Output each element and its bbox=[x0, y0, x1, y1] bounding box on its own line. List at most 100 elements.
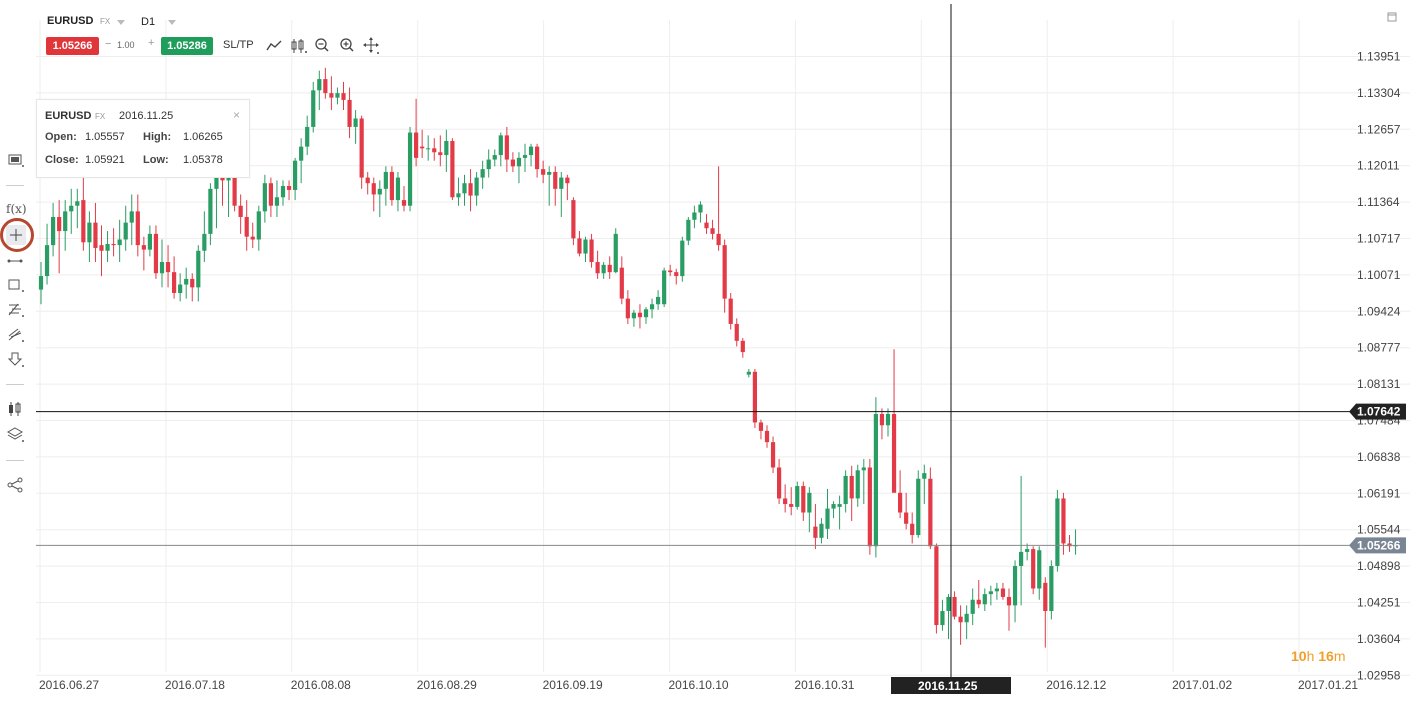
candle-body bbox=[93, 222, 98, 248]
countdown-h: h bbox=[1306, 648, 1315, 664]
share-icon[interactable] bbox=[5, 476, 25, 494]
y-tick-label: 1.06191 bbox=[1357, 486, 1401, 500]
maximize-icon[interactable] bbox=[1387, 9, 1397, 22]
y-tick-label: 1.04898 bbox=[1357, 559, 1401, 573]
candle-body bbox=[105, 244, 110, 251]
sltp-button[interactable]: SL/TP bbox=[223, 39, 254, 51]
candle-body bbox=[940, 611, 945, 626]
candle-body bbox=[789, 504, 794, 507]
candle-body bbox=[1037, 550, 1042, 589]
quantity-decrease-button[interactable]: − bbox=[105, 38, 112, 50]
y-tick-label: 1.11364 bbox=[1357, 195, 1400, 209]
tooltip-date: 2016.11.25 bbox=[119, 110, 174, 122]
crosshair-price-tag bbox=[1349, 403, 1406, 420]
candle-body bbox=[504, 135, 509, 160]
candle-body bbox=[740, 340, 745, 353]
candle-body bbox=[159, 262, 165, 274]
candle-body bbox=[783, 498, 788, 505]
candle-body bbox=[335, 93, 340, 98]
candle-body bbox=[807, 492, 812, 513]
candle-body bbox=[492, 155, 497, 160]
candle-body bbox=[286, 186, 292, 190]
symbol-dropdown-icon[interactable] bbox=[117, 20, 125, 25]
layers-icon[interactable] bbox=[5, 426, 25, 444]
candle-body bbox=[274, 197, 280, 206]
candle-body bbox=[535, 146, 540, 170]
crosshair-date-value: 2016.11.25 bbox=[918, 679, 978, 693]
y-tick-label: 1.10071 bbox=[1357, 268, 1401, 282]
candle-body bbox=[873, 414, 878, 547]
candle-body bbox=[311, 90, 316, 127]
zoom-out-icon[interactable] bbox=[313, 37, 331, 55]
line-chart-icon[interactable] bbox=[265, 37, 283, 55]
candle-body bbox=[952, 596, 957, 617]
y-tick-label: 1.05544 bbox=[1357, 523, 1401, 537]
quantity-increase-button[interactable]: + bbox=[148, 37, 155, 49]
chart-header: EURUSD FX D1 1.05266 − 1.00 + 1.05286 SL… bbox=[0, 0, 1419, 60]
candle-body bbox=[643, 309, 649, 318]
candle-body bbox=[438, 152, 443, 156]
fibonacci-icon[interactable] bbox=[5, 301, 25, 319]
candle-settings-icon[interactable] bbox=[5, 400, 25, 418]
y-tick-label: 1.04251 bbox=[1357, 596, 1401, 610]
candle-body bbox=[988, 591, 993, 595]
candle-body bbox=[165, 262, 171, 273]
candle-body bbox=[468, 183, 473, 196]
close-icon[interactable]: × bbox=[233, 108, 241, 122]
timeframe-dropdown-icon[interactable] bbox=[168, 20, 176, 25]
quantity-input[interactable]: 1.00 bbox=[117, 40, 135, 50]
candle-body bbox=[256, 211, 261, 240]
candle-body bbox=[849, 475, 854, 499]
zoom-in-icon[interactable] bbox=[338, 37, 356, 55]
candle-body bbox=[752, 371, 757, 423]
buy-button[interactable]: 1.05286 bbox=[161, 37, 213, 55]
candle-body bbox=[922, 473, 927, 479]
candle-body bbox=[619, 267, 624, 299]
candle-body bbox=[1055, 498, 1060, 566]
candle-body bbox=[607, 264, 612, 273]
candle-body bbox=[1000, 588, 1006, 597]
candle-body bbox=[238, 205, 243, 217]
indicator-fx-icon[interactable]: f(x) bbox=[6, 202, 27, 216]
candle-body bbox=[528, 146, 534, 156]
candle-body bbox=[1012, 565, 1018, 606]
candle-body bbox=[359, 118, 364, 178]
candle-body bbox=[299, 146, 304, 161]
y-tick-label: 1.08131 bbox=[1357, 377, 1401, 391]
candle-body bbox=[522, 155, 528, 158]
x-tick-label: 2016.08.08 bbox=[291, 678, 351, 692]
candle-body bbox=[758, 422, 764, 431]
candle-body bbox=[123, 222, 128, 240]
rectangle-icon[interactable] bbox=[5, 276, 25, 294]
pitchfork-icon[interactable] bbox=[5, 326, 25, 344]
trendline-icon[interactable] bbox=[5, 252, 25, 270]
symbol-selector[interactable]: EURUSD bbox=[47, 15, 94, 27]
candle-body bbox=[407, 132, 413, 206]
timeframe-selector[interactable]: D1 bbox=[141, 16, 156, 28]
candle-body bbox=[1061, 498, 1066, 544]
candle-body bbox=[662, 270, 667, 305]
candles-icon[interactable] bbox=[290, 37, 308, 55]
open-label: Open: bbox=[45, 131, 77, 143]
candle-body bbox=[420, 146, 425, 149]
candle-body bbox=[432, 148, 437, 153]
candle-body bbox=[329, 93, 334, 98]
sell-button[interactable]: 1.05266 bbox=[46, 37, 99, 55]
candle-body bbox=[395, 177, 401, 201]
move-icon[interactable] bbox=[362, 37, 380, 55]
candle-body bbox=[232, 163, 237, 206]
candle-body bbox=[976, 599, 981, 605]
candle-body bbox=[1006, 596, 1012, 606]
y-tick-label: 1.03604 bbox=[1357, 632, 1401, 646]
candle-body bbox=[1031, 549, 1036, 589]
candle-body bbox=[910, 523, 915, 536]
candle-body bbox=[722, 245, 727, 299]
candle-body bbox=[498, 135, 503, 156]
crosshair-date-tag bbox=[891, 677, 1011, 694]
arrow-down-icon[interactable] bbox=[5, 351, 25, 369]
screenshot-icon[interactable] bbox=[5, 152, 25, 170]
candle-body bbox=[668, 270, 673, 273]
candle-body bbox=[184, 278, 189, 285]
candle-body bbox=[692, 212, 697, 220]
